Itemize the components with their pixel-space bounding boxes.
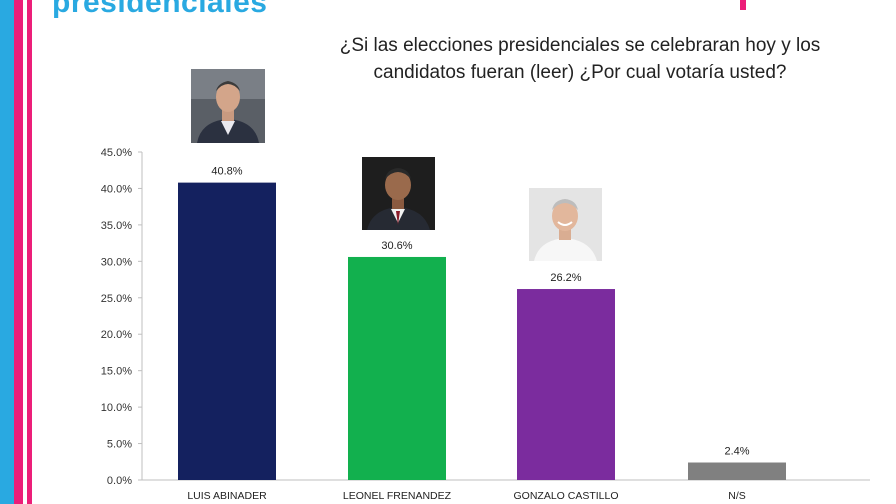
header-title: presidenciales: [52, 0, 268, 19]
category-label: GONZALO CASTILLO: [513, 490, 618, 502]
y-tick-label: 0.0%: [107, 475, 132, 487]
category-label: LUIS ABINADER: [187, 490, 267, 502]
y-tick-label: 40.0%: [101, 183, 132, 195]
y-tick-label: 20.0%: [101, 329, 132, 341]
data-label: 2.4%: [724, 446, 749, 458]
y-tick-label: 45.0%: [101, 147, 132, 159]
luis-abinader-photo: [191, 69, 265, 143]
survey-question: ¿Si las elecciones presidenciales se cel…: [339, 35, 821, 83]
data-label: 40.8%: [211, 166, 242, 178]
y-tick-label: 10.0%: [101, 402, 132, 414]
data-label: 30.6%: [381, 240, 412, 252]
left-stripe-cyan: [0, 0, 14, 504]
leonel-fernandez-photo: [362, 157, 435, 230]
category-label: N/S: [728, 490, 746, 502]
corner-logo-mark: [740, 0, 746, 10]
bar: [688, 462, 786, 480]
bar: [348, 256, 446, 480]
bar: [178, 182, 276, 480]
left-stripe-pink: [14, 0, 23, 504]
y-tick-label: 35.0%: [101, 220, 132, 232]
data-label: 26.2%: [550, 272, 581, 284]
y-tick-label: 5.0%: [107, 439, 132, 451]
bar: [517, 289, 615, 480]
y-tick-label: 25.0%: [101, 293, 132, 305]
y-tick-label: 15.0%: [101, 366, 132, 378]
left-stripe-pink-thin: [27, 0, 32, 504]
gonzalo-castillo-photo: [529, 188, 602, 261]
y-tick-label: 30.0%: [101, 256, 132, 268]
category-label: LEONEL FRENANDEZ: [343, 490, 452, 502]
left-stripe-gap: [23, 0, 27, 504]
